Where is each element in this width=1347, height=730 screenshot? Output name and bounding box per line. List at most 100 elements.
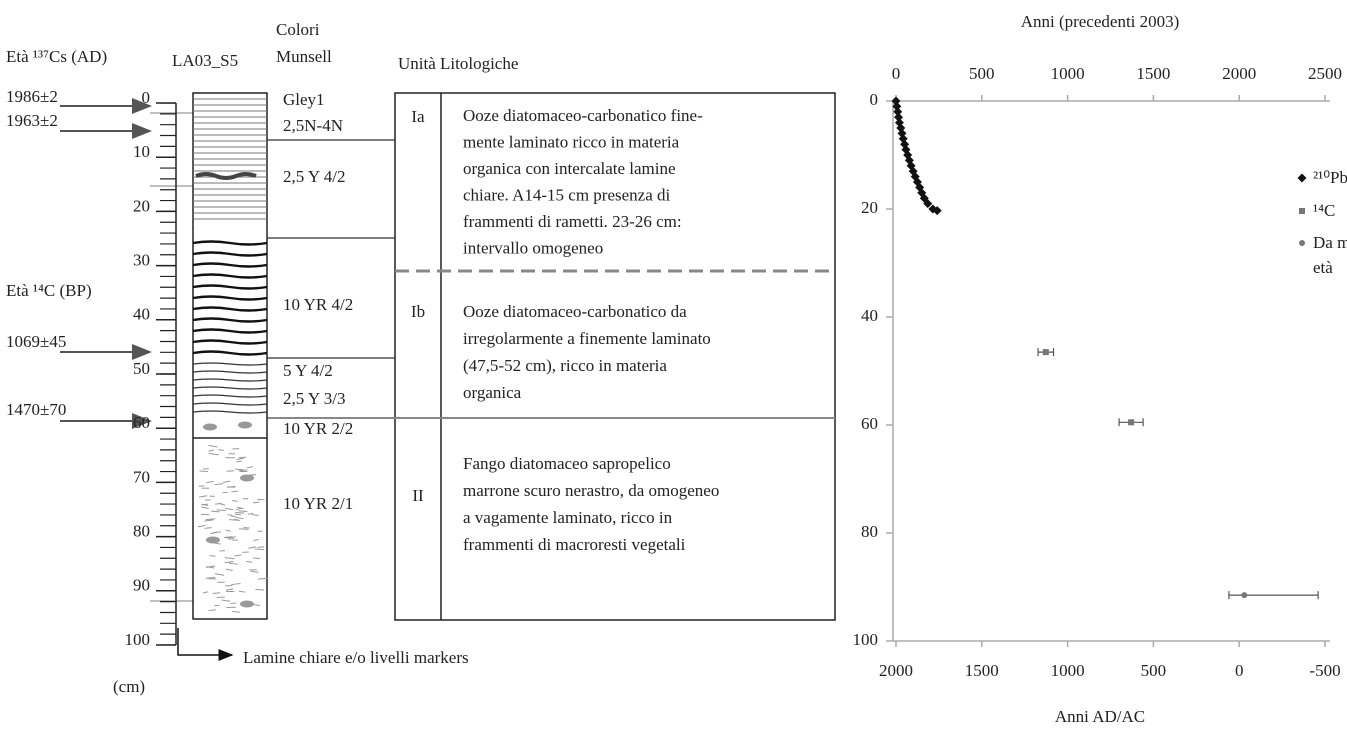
unit-description: mente laminato ricco in materia [463, 132, 680, 151]
c14-date: 1470±70 [6, 400, 66, 419]
depth-tick-label: 60 [133, 413, 150, 432]
unit-description: chiare. A14-15 cm presenza di [463, 185, 670, 204]
cs-label: Età ¹³⁷Cs (AD) [6, 47, 107, 66]
stipple [235, 469, 243, 470]
figure: Età ¹³⁷Cs (AD) LA03_S5 Colori Munsell Un… [0, 0, 1347, 730]
unit-description: Ooze diatomaceo-carbonatico fine- [463, 106, 703, 125]
unit-description: frammenti di rametti. 23-26 cm: [463, 212, 682, 231]
point [1298, 174, 1307, 183]
chart-frame [893, 101, 1330, 641]
depth-tick-label: 80 [133, 522, 150, 541]
c14-label: Età ¹⁴C (BP) [6, 281, 92, 300]
fragment [238, 422, 252, 429]
x2-tick-label: 0 [1235, 661, 1244, 680]
fragment [240, 475, 254, 482]
depth-tick-label: 50 [133, 359, 150, 378]
unit-description: Ooze diatomaceo-carbonatico da [463, 302, 687, 321]
munsell-color: 2,5N-4N [283, 116, 343, 135]
stipple [203, 469, 209, 470]
x-tick-label: 1000 [1051, 64, 1085, 83]
munsell-label: Colori [276, 20, 320, 39]
point [1241, 592, 1247, 598]
legend-entry: ¹⁴C [1313, 198, 1347, 223]
point [1299, 208, 1305, 214]
stipple [229, 520, 238, 521]
unit-description: organica con intercalate lamine [463, 159, 676, 178]
depth-tick-label: 10 [133, 142, 150, 161]
point [1299, 240, 1305, 246]
depth-tick-label: 20 [133, 196, 150, 215]
unit-description: (47,5-52 cm), ricco in materia [463, 356, 667, 375]
legend-entry: Da modello di età [1313, 230, 1347, 280]
y-tick-label: 20 [861, 198, 878, 217]
depth-tick-label: 70 [133, 467, 150, 486]
legend-arrow [178, 628, 232, 655]
figure-svg: Età ¹³⁷Cs (AD) LA03_S5 Colori Munsell Un… [0, 0, 1347, 730]
stipple [211, 511, 219, 512]
y-tick-label: 60 [861, 414, 878, 433]
y-tick-label: 100 [853, 630, 879, 649]
homogeneous [194, 222, 266, 238]
munsell-color: 10 YR 2/2 [283, 419, 353, 438]
x-tick-label: 500 [969, 64, 995, 83]
x-tick-label: 2000 [1222, 64, 1256, 83]
unit-description: a vagamente laminato, ricco in [463, 508, 673, 527]
unit-description: frammenti di macroresti vegetali [463, 535, 686, 554]
core-label: LA03_S5 [172, 51, 238, 70]
x2-tick-label: 1000 [1051, 661, 1085, 680]
y-tick-label: 80 [861, 522, 878, 541]
munsell-color: Gley1 [283, 90, 325, 109]
stipple [217, 510, 227, 511]
depth-tick-label: 0 [142, 88, 151, 107]
stipple [227, 471, 234, 472]
legend-entry: ²¹⁰Pb [1313, 165, 1347, 190]
stipple [200, 471, 209, 472]
units-label: Unità Litologiche [398, 54, 518, 73]
x-tick-label: 1500 [1136, 64, 1170, 83]
cs-date: 1963±2 [6, 111, 58, 130]
stipple [255, 549, 264, 550]
point [1128, 419, 1134, 425]
point [1043, 349, 1049, 355]
x2-tick-label: -500 [1309, 661, 1340, 680]
unit-description: Fango diatomaceo sapropelico [463, 454, 671, 473]
unit-description: marrone scuro nerastro, da omogeneo [463, 481, 719, 500]
stipple [199, 486, 205, 487]
cs-date: 1986±2 [6, 87, 58, 106]
munsell-boundaries [150, 113, 395, 601]
unit-description: irregolarmente a finemente laminato [463, 329, 711, 348]
unit-description: intervallo omogeneo [463, 238, 603, 257]
munsell-color: 10 YR 4/2 [283, 295, 353, 314]
fragment [203, 424, 217, 431]
x-axis-label: Anni AD/AC [1055, 707, 1145, 726]
depth-tick-label: 100 [125, 630, 151, 649]
x-tick-label: 2500 [1308, 64, 1342, 83]
fragment [240, 601, 254, 608]
y-tick-label: 0 [870, 90, 879, 109]
x2-tick-label: 500 [1141, 661, 1167, 680]
depth-tick-label: 30 [133, 251, 150, 270]
unit-id: Ia [411, 107, 425, 126]
stipple [236, 461, 241, 462]
x2-tick-label: 2000 [879, 661, 913, 680]
munsell-color: 2,5 Y 3/3 [283, 389, 346, 408]
page: Età ¹³⁷Cs (AD) LA03_S5 Colori Munsell Un… [0, 0, 1347, 730]
unit-id: II [412, 486, 424, 505]
munsell-color: 2,5 Y 4/2 [283, 167, 346, 186]
depth-unit: (cm) [113, 677, 145, 696]
legend-text: Lamine chiare e/o livelli markers [243, 648, 469, 667]
y-tick-label: 40 [861, 306, 878, 325]
chart-title: Anni (precedenti 2003) [1021, 12, 1180, 31]
fragment [206, 537, 220, 544]
stipple [206, 578, 215, 579]
stipple [215, 543, 221, 544]
stipple [246, 561, 252, 562]
stipple [239, 529, 249, 530]
depth-tick-label: 90 [133, 576, 150, 595]
depth-tick-label: 40 [133, 305, 150, 324]
munsell-color: 10 YR 2/1 [283, 494, 353, 513]
x-tick-label: 0 [892, 64, 901, 83]
unit-description: organica [463, 383, 522, 402]
unit-id: Ib [411, 302, 425, 321]
c14-date: 1069±45 [6, 332, 66, 351]
